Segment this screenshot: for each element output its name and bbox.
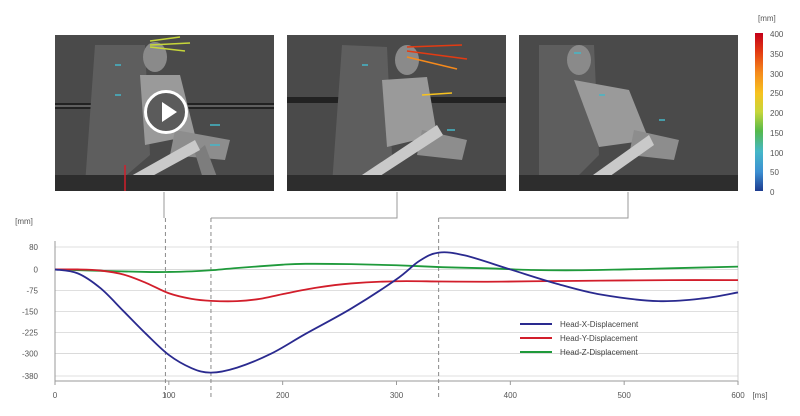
- frame-connector: [438, 192, 629, 219]
- x-axis-label: [ms]: [752, 391, 767, 400]
- x-tick-label: 600: [731, 391, 745, 400]
- frame-connector: [210, 192, 398, 219]
- frame-3-scene: [519, 35, 738, 191]
- colorbar-tick-label: 150: [770, 128, 784, 138]
- legend-label: Head-Y-Displacement: [560, 334, 638, 343]
- colorbar-tick-label: 100: [770, 148, 784, 158]
- chart-gridlines: [55, 246, 738, 377]
- y-tick-label: -380: [22, 372, 39, 381]
- y-tick-label: 80: [29, 243, 38, 252]
- colorbar-tick-label: 350: [770, 49, 784, 59]
- play-button[interactable]: [144, 90, 188, 134]
- colorbar: [755, 33, 763, 191]
- colorbar-unit: [mm]: [758, 14, 776, 23]
- legend-label: Head-X-Displacement: [560, 320, 639, 329]
- y-tick-label: -225: [22, 329, 39, 338]
- y-tick-label: -300: [22, 350, 39, 359]
- series-line-head-y-displacement: [54, 268, 739, 303]
- x-tick-label: 400: [504, 391, 518, 400]
- colorbar-tick-label: 50: [770, 168, 779, 178]
- x-tick-label: 100: [162, 391, 176, 400]
- chart-series: [54, 251, 739, 374]
- x-tick-label: 200: [276, 391, 290, 400]
- colorbar-tick-label: 400: [770, 30, 784, 39]
- x-tick-label: 0: [53, 391, 58, 400]
- video-frame-1[interactable]: [55, 35, 274, 191]
- video-frame-3[interactable]: [519, 35, 738, 191]
- colorbar-tick-label: 250: [770, 89, 784, 99]
- video-frame-2[interactable]: [287, 35, 506, 191]
- chart-legend: Head-X-Displacement Head-Y-Displacement He…: [520, 320, 639, 357]
- series-line-head-z-displacement: [54, 262, 739, 273]
- time-markers: [164, 218, 440, 398]
- chart-axes: 80 0 -75 -150 -225 -300 -380 0 100 200 300 400 500 60…: [15, 217, 767, 400]
- series-line-head-x-displacement: [54, 251, 739, 374]
- frame-connectors: [163, 192, 629, 219]
- legend-label: Head-Z-Displacement: [560, 348, 639, 357]
- x-tick-label: 500: [617, 391, 631, 400]
- colorbar-tick-label: 300: [770, 69, 784, 79]
- y-tick-label: -150: [22, 308, 39, 317]
- colorbar-tick-label: 0: [770, 188, 775, 197]
- y-tick-label: -75: [26, 286, 38, 295]
- y-axis-label: [mm]: [15, 217, 33, 226]
- frame-2-scene: [287, 35, 506, 191]
- x-tick-label: 300: [390, 391, 404, 400]
- colorbar-tick-label: 200: [770, 109, 784, 118]
- y-tick-label: 0: [34, 265, 39, 274]
